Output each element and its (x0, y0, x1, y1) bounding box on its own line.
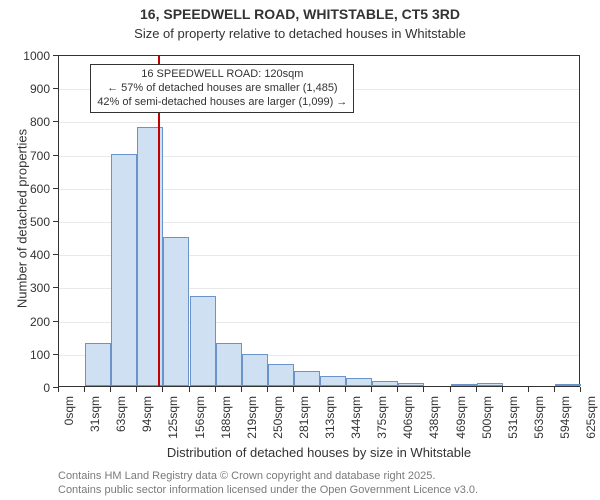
annotation-line-2: ← 57% of detached houses are smaller (1,… (97, 82, 347, 96)
histogram-bar (451, 384, 477, 386)
chart-container: 16, SPEEDWELL ROAD, WHITSTABLE, CT5 3RD … (0, 0, 600, 500)
annotation-line-1: 16 SPEEDWELL ROAD: 120sqm (97, 68, 347, 82)
histogram-bar (320, 376, 346, 386)
annotation-box: 16 SPEEDWELL ROAD: 120sqm ← 57% of detac… (90, 64, 354, 113)
y-tick-label: 200 (10, 315, 50, 329)
footer-line-2: Contains public sector information licen… (58, 484, 478, 496)
histogram-bar (85, 343, 111, 386)
histogram-bar (294, 371, 320, 386)
chart-title: 16, SPEEDWELL ROAD, WHITSTABLE, CT5 3RD (0, 6, 600, 22)
chart-subtitle: Size of property relative to detached ho… (0, 26, 600, 41)
x-axis-label: Distribution of detached houses by size … (58, 445, 580, 460)
histogram-bar (268, 364, 294, 386)
histogram-bar (346, 378, 372, 386)
y-tick-label: 0 (10, 381, 50, 395)
y-tick-label: 600 (10, 182, 50, 196)
annotation-line-3: 42% of semi-detached houses are larger (… (97, 96, 347, 110)
y-tick-label: 500 (10, 215, 50, 229)
y-tick-label: 900 (10, 82, 50, 96)
plot-area: 16 SPEEDWELL ROAD: 120sqm ← 57% of detac… (58, 55, 580, 387)
histogram-bar (477, 383, 503, 386)
footer-line-1: Contains HM Land Registry data © Crown c… (58, 470, 435, 482)
x-tick-label: 625sqm (584, 396, 598, 456)
y-tick-label: 300 (10, 281, 50, 295)
y-tick-label: 700 (10, 149, 50, 163)
y-tick-label: 400 (10, 248, 50, 262)
histogram-bar (216, 343, 242, 386)
y-tick-label: 1000 (10, 49, 50, 63)
y-tick-label: 800 (10, 115, 50, 129)
y-tick-label: 100 (10, 348, 50, 362)
histogram-bar (372, 381, 398, 386)
histogram-bar (398, 383, 424, 386)
histogram-bar (163, 237, 189, 386)
histogram-bar (190, 296, 216, 386)
histogram-bar (242, 354, 268, 386)
histogram-bar (555, 384, 581, 386)
histogram-bar (111, 154, 137, 386)
